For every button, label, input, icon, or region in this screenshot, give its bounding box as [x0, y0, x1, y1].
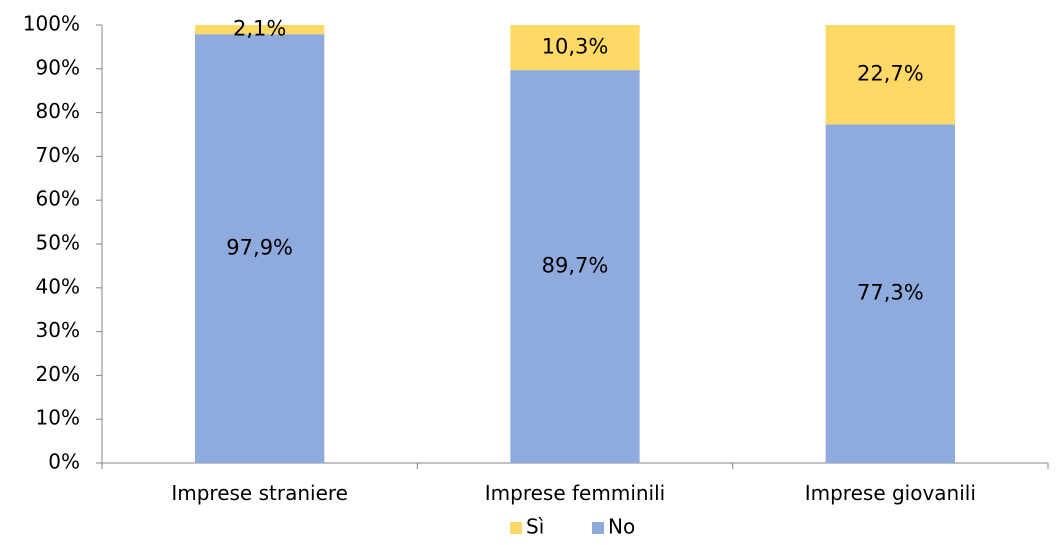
y-tick-label: 0% [48, 450, 80, 474]
bar-segment-sì [510, 25, 640, 71]
legend: Sì No [510, 515, 635, 539]
y-tick-label: 30% [36, 318, 80, 342]
data-labels: 97,9% 2,1% 89,7% 10,3% 77,3% 22,7% [226, 17, 923, 305]
bar-segment-sì [195, 25, 325, 35]
bar-segment-sì [825, 25, 955, 125]
y-tick-label: 10% [36, 406, 80, 430]
bar-segment-no [510, 70, 640, 463]
bar-segment-no [195, 34, 325, 463]
x-category-label: Imprese giovanili [805, 481, 976, 505]
data-label: 10,3% [542, 35, 609, 59]
legend-swatch-no [592, 522, 604, 534]
y-tick-label: 70% [36, 143, 80, 167]
data-label: 97,9% [226, 236, 293, 260]
axes: 0% 10% 20% 30% 40% 50% 60% 70% 80% 90% 100% Imprese… [23, 12, 1049, 505]
y-tick-label: 100% [23, 12, 80, 36]
y-tick-label: 60% [36, 187, 80, 211]
legend-label: Sì [526, 515, 544, 539]
x-category-label: Imprese straniere [171, 481, 348, 505]
legend-label: No [608, 515, 635, 539]
bars [195, 25, 955, 464]
data-label: 77,3% [857, 281, 924, 305]
data-label: 89,7% [542, 254, 609, 278]
y-tick-label: 20% [36, 362, 80, 386]
data-label: 22,7% [857, 62, 924, 86]
x-category-label: Imprese femminili [485, 481, 665, 505]
bar-segment-no [825, 124, 955, 464]
legend-swatch-sì [510, 522, 522, 534]
y-tick-label: 80% [36, 99, 80, 123]
y-tick-label: 40% [36, 274, 80, 298]
y-tick-label: 90% [36, 55, 80, 79]
data-label: 2,1% [233, 17, 286, 41]
y-tick-label: 50% [36, 231, 80, 255]
